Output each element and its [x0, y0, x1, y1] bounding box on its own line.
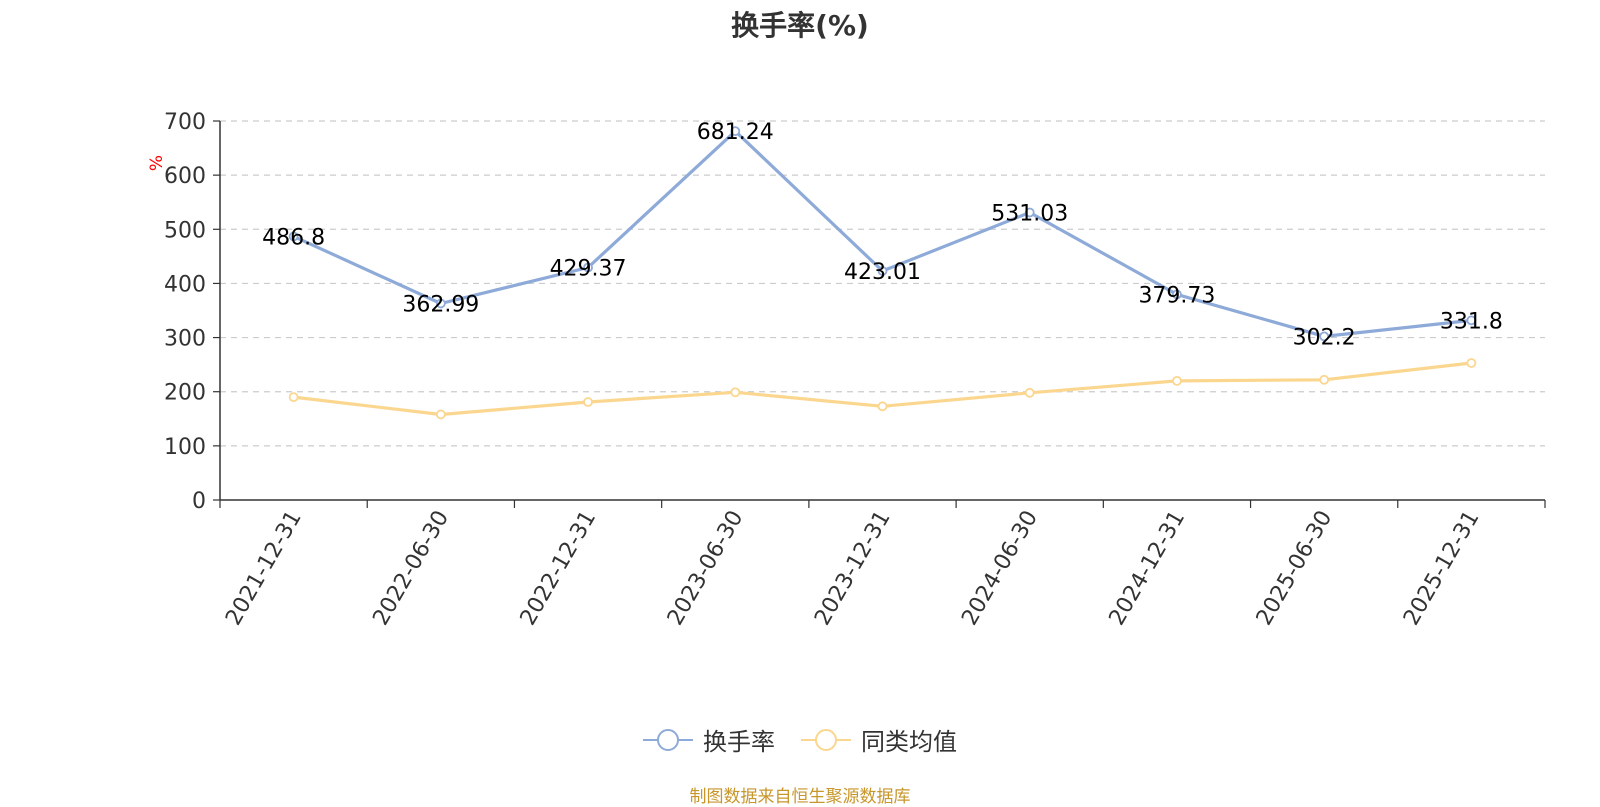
- legend-swatch-series-1: [643, 728, 693, 751]
- y-tick-label: 200: [164, 381, 206, 406]
- data-point: [435, 298, 446, 309]
- y-tick-label: 0: [192, 489, 206, 514]
- data-point: [877, 401, 888, 412]
- data-label: 429.37: [550, 257, 627, 282]
- x-tick-label: 2022-06-30: [368, 507, 454, 630]
- data-point: [730, 387, 741, 398]
- data-label: 486.8: [262, 225, 325, 250]
- x-tick-label: 2023-12-31: [810, 507, 896, 630]
- data-label: 302.2: [1293, 325, 1356, 350]
- data-point: [1024, 387, 1035, 398]
- axes: 0 100 200 300 400 500 600 700% 2021-12-31 2022-06…: [147, 110, 1546, 630]
- data-label: 331.8: [1440, 309, 1503, 334]
- data-point: [583, 397, 593, 407]
- data-label: 362.99: [402, 292, 479, 317]
- y-tick-label: 500: [164, 218, 206, 243]
- legend-label-series-1: 换手率: [703, 728, 775, 756]
- data-point: [1172, 289, 1182, 300]
- data-point: [288, 231, 299, 242]
- data-label: 423.01: [844, 260, 921, 285]
- data-label: 681.24: [697, 120, 774, 145]
- legend-item-series-2[interactable]: 同类均值: [801, 722, 957, 757]
- x-tick-label: 2025-06-30: [1252, 507, 1338, 630]
- data-label: 379.73: [1138, 283, 1215, 308]
- data-point: [1172, 375, 1182, 386]
- series: [288, 126, 1477, 420]
- y-tick-label: 100: [164, 435, 206, 460]
- legend-label-series-2: 同类均值: [861, 728, 957, 756]
- chart-title: 换手率(%): [731, 9, 869, 42]
- y-tick-label: 300: [164, 327, 206, 352]
- data-point: [1319, 331, 1330, 342]
- data-point: [435, 409, 446, 420]
- legend: 换手率 同类均值: [0, 722, 1600, 757]
- x-tick-label: 2021-12-31: [221, 507, 307, 630]
- data-point: [877, 266, 888, 276]
- data-point: [1319, 374, 1330, 385]
- y-tick-label: 600: [164, 164, 206, 189]
- legend-item-series-1[interactable]: 换手率: [643, 722, 775, 757]
- data-point: [583, 262, 593, 273]
- data-point: [1466, 315, 1477, 326]
- x-tick-label: 2024-12-31: [1105, 507, 1191, 630]
- legend-swatch-series-2: [801, 728, 851, 751]
- data-label: 531.03: [991, 201, 1068, 226]
- grid-lines: [220, 120, 1545, 447]
- data-labels: 486.8 362.99 429.37 681.24 423.01 531.03 379.7…: [262, 120, 1503, 350]
- y-tick-label: 700: [164, 110, 206, 135]
- data-point: [730, 126, 741, 137]
- x-tick-label: 2024-06-30: [957, 507, 1043, 630]
- x-tick-label: 2023-06-30: [663, 507, 749, 630]
- data-point: [1024, 207, 1035, 218]
- source-note: 制图数据来自恒生聚源数据库: [689, 787, 911, 807]
- data-point: [1466, 358, 1477, 368]
- y-tick-label: 400: [164, 272, 206, 297]
- y-axis-label: %: [147, 155, 167, 171]
- x-tick-label: 2025-12-31: [1399, 507, 1485, 630]
- x-tick-label: 2022-12-31: [516, 507, 602, 630]
- data-point: [288, 392, 299, 403]
